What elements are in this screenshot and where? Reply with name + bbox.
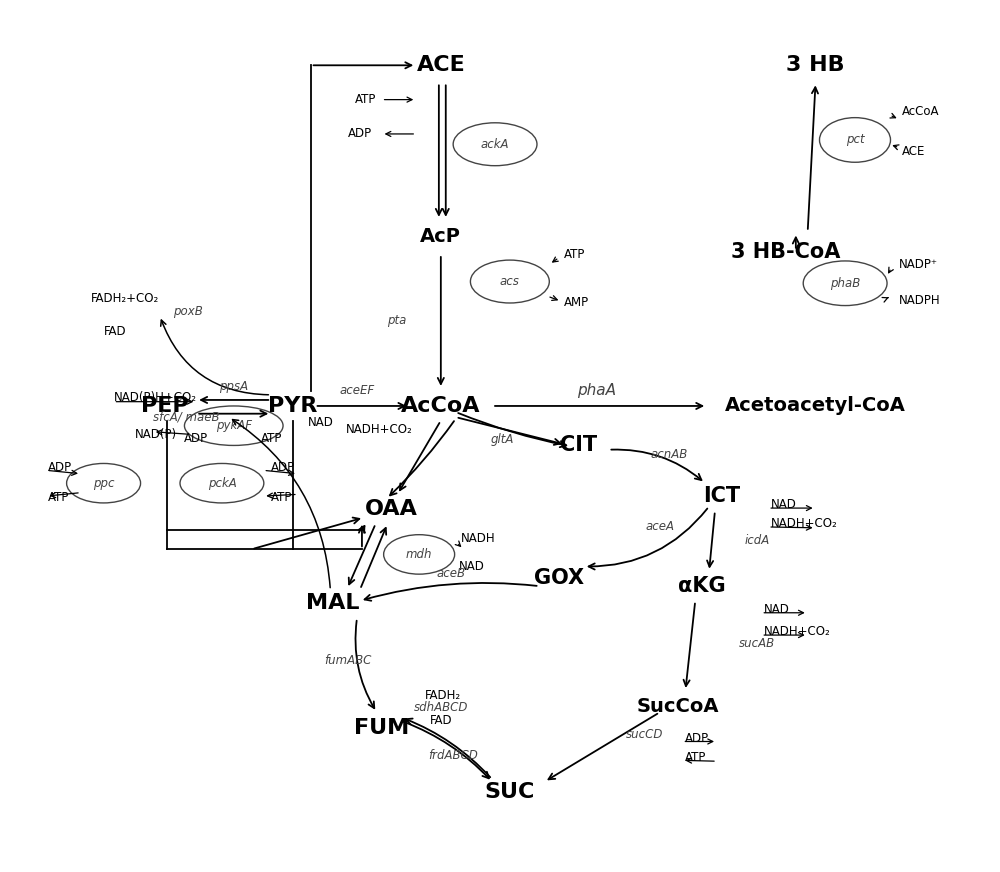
- Text: NADH+CO₂: NADH+CO₂: [346, 423, 413, 436]
- Text: NAD: NAD: [459, 560, 484, 573]
- Text: AcP: AcP: [420, 228, 461, 247]
- Text: pykAF: pykAF: [216, 419, 252, 433]
- Text: phaB: phaB: [830, 276, 860, 290]
- Text: ATP: ATP: [685, 752, 707, 764]
- Text: MAL: MAL: [306, 593, 359, 613]
- Text: GOX: GOX: [534, 568, 584, 588]
- Text: ATP: ATP: [271, 491, 293, 504]
- Text: fumABC: fumABC: [324, 654, 372, 667]
- Text: ADP: ADP: [348, 127, 372, 140]
- Text: SucCoA: SucCoA: [636, 697, 719, 716]
- Text: NAD(P)H+CO₂: NAD(P)H+CO₂: [113, 391, 196, 404]
- Text: OAA: OAA: [365, 499, 418, 519]
- Text: NAD: NAD: [771, 498, 797, 511]
- Text: ppsA: ppsA: [219, 379, 248, 392]
- Text: NADPH: NADPH: [899, 294, 941, 307]
- Text: ATP: ATP: [564, 248, 585, 261]
- Text: PEP: PEP: [141, 396, 189, 416]
- Text: Acetoacetyl-CoA: Acetoacetyl-CoA: [725, 397, 906, 415]
- Text: ADP: ADP: [685, 732, 710, 745]
- Text: sucCD: sucCD: [626, 728, 664, 741]
- Text: 3 HB: 3 HB: [786, 55, 845, 75]
- Text: gltA: gltA: [490, 433, 514, 446]
- Text: ADP: ADP: [271, 461, 295, 474]
- Text: αKG: αKG: [678, 576, 726, 596]
- Text: NAD: NAD: [764, 603, 790, 616]
- Text: poxB: poxB: [173, 305, 202, 318]
- Text: phaA: phaA: [577, 383, 616, 398]
- Text: ATP: ATP: [48, 491, 70, 504]
- Text: aceA: aceA: [645, 520, 674, 533]
- Text: FAD: FAD: [430, 714, 452, 727]
- Text: ADP: ADP: [48, 461, 72, 474]
- Text: PYR: PYR: [268, 396, 318, 416]
- Text: NADH: NADH: [461, 533, 495, 546]
- Text: ATP: ATP: [261, 432, 282, 445]
- Text: FADH₂: FADH₂: [425, 689, 461, 702]
- Text: sucAB: sucAB: [739, 637, 775, 651]
- Text: AcCoA: AcCoA: [401, 396, 481, 416]
- Text: ICT: ICT: [703, 486, 740, 506]
- Text: pta: pta: [387, 314, 406, 327]
- Text: aceB: aceB: [436, 567, 465, 580]
- Text: 3 HB-CoA: 3 HB-CoA: [731, 242, 841, 262]
- Text: sdhABCD: sdhABCD: [414, 701, 468, 713]
- Text: NAD(P): NAD(P): [135, 428, 177, 440]
- Text: NADP⁺: NADP⁺: [899, 258, 938, 271]
- Text: FUM: FUM: [354, 718, 409, 738]
- Text: CIT: CIT: [560, 434, 597, 454]
- Text: sfcA/ maeB: sfcA/ maeB: [153, 411, 219, 424]
- Text: ACE: ACE: [902, 145, 926, 158]
- Text: frdABCD: frdABCD: [428, 749, 478, 762]
- Text: NADH+CO₂: NADH+CO₂: [771, 517, 838, 530]
- Text: pckA: pckA: [208, 477, 236, 490]
- Text: ACE: ACE: [416, 55, 465, 75]
- Text: AcCoA: AcCoA: [902, 106, 940, 118]
- Text: NAD: NAD: [308, 416, 333, 429]
- Text: acnAB: acnAB: [651, 448, 688, 461]
- Text: ADP: ADP: [184, 432, 208, 445]
- Text: FAD: FAD: [104, 324, 126, 337]
- Text: acs: acs: [500, 275, 520, 288]
- Text: FADH₂+CO₂: FADH₂+CO₂: [91, 292, 159, 305]
- Text: ATP: ATP: [355, 93, 377, 106]
- Text: AMP: AMP: [564, 296, 589, 310]
- Text: NADH+CO₂: NADH+CO₂: [764, 625, 831, 638]
- Text: ppc: ppc: [93, 477, 114, 490]
- Text: mdh: mdh: [406, 548, 432, 561]
- Text: SUC: SUC: [485, 782, 535, 802]
- Text: pct: pct: [846, 133, 864, 146]
- Text: aceEF: aceEF: [339, 384, 375, 397]
- Text: ackA: ackA: [481, 138, 509, 151]
- Text: icdA: icdA: [745, 535, 770, 548]
